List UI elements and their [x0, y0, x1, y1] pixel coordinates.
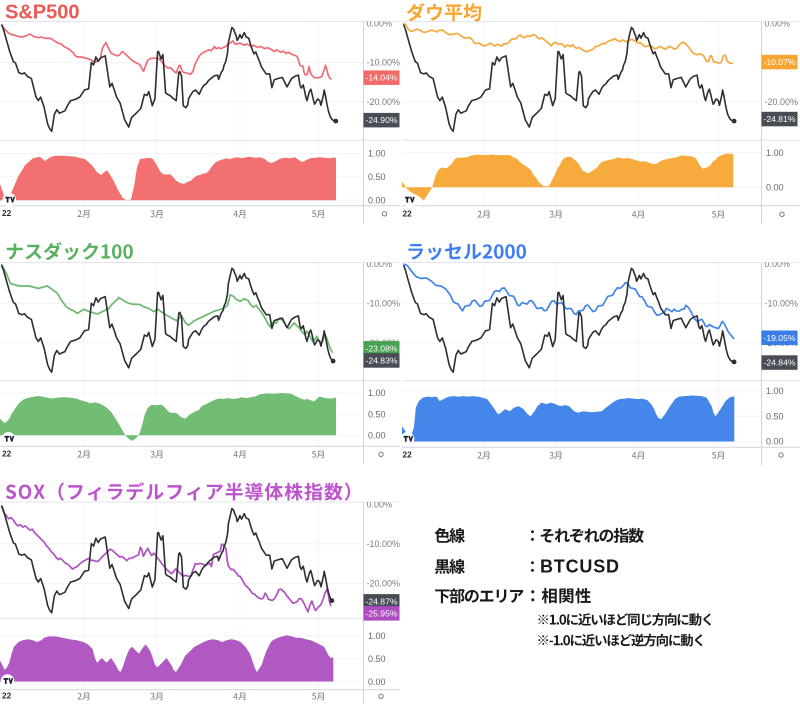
- svg-text:-10.00%: -10.00%: [765, 299, 799, 309]
- svg-text:0.50: 0.50: [766, 412, 784, 422]
- svg-text:0.50: 0.50: [368, 172, 386, 182]
- svg-text:-24.90%: -24.90%: [365, 115, 397, 125]
- svg-text:1.00: 1.00: [368, 388, 386, 398]
- svg-text:BTCUSD: BTCUSD: [540, 557, 620, 577]
- svg-text:-10.07%: -10.07%: [763, 57, 795, 67]
- svg-text:-24.87%: -24.87%: [365, 596, 397, 606]
- svg-text:0.50: 0.50: [368, 654, 386, 664]
- svg-text:-10.00%: -10.00%: [367, 299, 401, 309]
- svg-text:-14.04%: -14.04%: [365, 73, 397, 83]
- svg-text:0.00: 0.00: [368, 196, 386, 206]
- svg-text:22: 22: [2, 208, 12, 218]
- svg-text:0.00: 0.00: [368, 431, 386, 441]
- svg-text:1.00: 1.00: [368, 631, 386, 641]
- svg-text:0.00%: 0.00%: [765, 18, 791, 28]
- svg-text:-20.00%: -20.00%: [367, 578, 401, 588]
- svg-text:0.00: 0.00: [766, 437, 784, 447]
- svg-text:1.00: 1.00: [766, 148, 784, 158]
- svg-text:-20.00%: -20.00%: [367, 97, 401, 107]
- svg-text:-23.08%: -23.08%: [365, 343, 397, 353]
- svg-text:-19.05%: -19.05%: [763, 333, 795, 343]
- svg-text:0.00%: 0.00%: [367, 18, 393, 28]
- svg-text:-24.83%: -24.83%: [365, 356, 397, 366]
- svg-text:0.00%: 0.00%: [765, 259, 791, 269]
- svg-text:-20.00%: -20.00%: [765, 97, 799, 107]
- svg-text:0.00: 0.00: [368, 677, 386, 687]
- svg-text:22: 22: [2, 449, 12, 459]
- svg-text:-10.00%: -10.00%: [367, 539, 401, 549]
- svg-text:-25.95%: -25.95%: [365, 608, 397, 618]
- svg-text:1.00: 1.00: [368, 149, 386, 159]
- svg-text:22: 22: [2, 691, 12, 701]
- svg-text:-24.84%: -24.84%: [763, 358, 795, 368]
- svg-text:0.00: 0.00: [766, 183, 784, 193]
- svg-text:0.00%: 0.00%: [367, 499, 393, 509]
- svg-text:0.50: 0.50: [368, 409, 386, 419]
- svg-text:-24.81%: -24.81%: [763, 114, 795, 124]
- svg-text:22: 22: [403, 209, 413, 219]
- svg-text:S&P500: S&P500: [5, 2, 80, 24]
- svg-text:-10.00%: -10.00%: [367, 58, 401, 68]
- svg-text:0.00%: 0.00%: [367, 259, 393, 269]
- svg-text:1.00: 1.00: [766, 386, 784, 396]
- svg-text:22: 22: [403, 450, 413, 460]
